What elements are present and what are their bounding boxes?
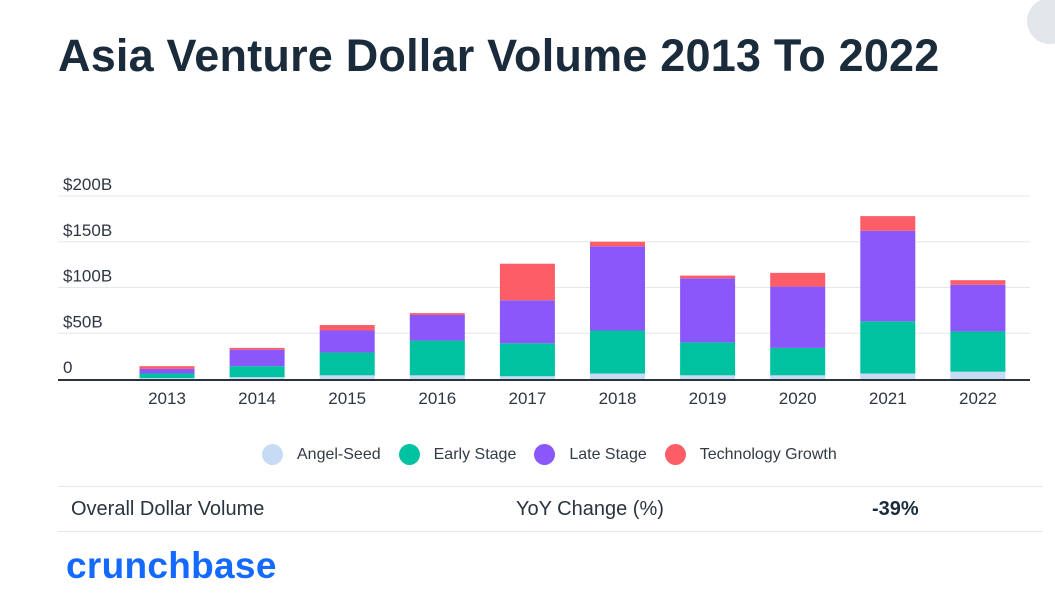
bar-segment-early-stage bbox=[680, 342, 736, 376]
y-tick-label: $50B bbox=[63, 312, 103, 331]
legend-label: Angel-Seed bbox=[297, 445, 381, 463]
bar-segment-technology-growth bbox=[680, 275, 736, 279]
summary-row: Overall Dollar Volume YoY Change (%) -39… bbox=[58, 486, 1043, 532]
bar-segment-early-stage bbox=[319, 352, 375, 376]
bar-segment-angel-seed bbox=[590, 373, 645, 379]
bar-segment-early-stage bbox=[590, 330, 645, 374]
bar-segment-early-stage bbox=[409, 340, 465, 376]
chart-title: Asia Venture Dollar Volume 2013 To 2022 bbox=[58, 30, 940, 81]
legend-item: Angel-Seed bbox=[262, 444, 381, 465]
y-tick-label: 0 bbox=[63, 358, 72, 377]
bar-segment-technology-growth bbox=[139, 366, 195, 369]
bar-segment-angel-seed bbox=[950, 371, 1006, 379]
bar-segment-late-stage bbox=[770, 286, 826, 348]
legend-item: Early Stage bbox=[398, 444, 517, 465]
bar-segment-angel-seed bbox=[139, 378, 195, 379]
x-tick-label: 2018 bbox=[599, 389, 637, 408]
y-tick-label: $150B bbox=[63, 221, 112, 240]
bar-segment-early-stage bbox=[950, 331, 1006, 372]
chart-legend: Angel-Seed Early Stage Late Stage Technolog… bbox=[262, 444, 855, 465]
chart-canvas: 0 $50B $100B $150B $200B 2013 2014 2015 2016 2017… bbox=[58, 175, 1030, 408]
bar-segment-late-stage bbox=[409, 314, 465, 341]
x-tick-label: 2020 bbox=[779, 389, 817, 408]
bar-segment-angel-seed bbox=[499, 376, 555, 379]
bar-segment-late-stage bbox=[319, 330, 375, 353]
bar-segment-early-stage bbox=[139, 373, 195, 379]
x-tick-label: 2021 bbox=[869, 389, 907, 408]
bar-segment-technology-growth bbox=[590, 241, 645, 247]
y-tick-label: $100B bbox=[63, 267, 112, 286]
x-tick-label: 2017 bbox=[508, 389, 546, 408]
bar-segment-late-stage bbox=[229, 349, 285, 367]
bar-segment-late-stage bbox=[499, 300, 555, 344]
crunchbase-logo: crunchbase bbox=[66, 545, 277, 586]
summary-label: Overall Dollar Volume bbox=[71, 498, 265, 520]
bar-segment-angel-seed bbox=[229, 377, 285, 379]
bar-segment-early-stage bbox=[499, 343, 555, 377]
x-tick-label: 2014 bbox=[238, 389, 276, 408]
legend-label: Late Stage bbox=[569, 445, 647, 463]
bar-segment-early-stage bbox=[860, 321, 916, 374]
bar-segment-late-stage bbox=[950, 284, 1006, 332]
bar-segment-early-stage bbox=[770, 347, 826, 376]
x-tick-label: 2022 bbox=[959, 389, 997, 408]
legend-swatch bbox=[262, 444, 283, 465]
bar-segment-technology-growth bbox=[950, 280, 1006, 285]
bar-segment-late-stage bbox=[590, 246, 645, 331]
bar-segment-angel-seed bbox=[860, 373, 916, 379]
summary-value: -39% bbox=[872, 498, 919, 520]
legend-swatch bbox=[398, 444, 420, 465]
bar-segment-late-stage bbox=[860, 230, 916, 322]
x-tick-label: 2016 bbox=[418, 389, 456, 408]
bar-segment-angel-seed bbox=[409, 375, 465, 379]
bar-segment-technology-growth bbox=[860, 216, 916, 231]
legend-item: Late Stage bbox=[534, 444, 647, 465]
bar-segment-early-stage bbox=[229, 366, 285, 378]
bar-segment-technology-growth bbox=[499, 263, 555, 301]
bar-segment-technology-growth bbox=[319, 325, 375, 331]
legend-label: Early Stage bbox=[433, 445, 517, 463]
legend-label: Technology Growth bbox=[699, 445, 837, 463]
bar-segment-late-stage bbox=[139, 368, 195, 374]
x-tick-label: 2015 bbox=[328, 389, 366, 408]
bar-segment-late-stage bbox=[680, 278, 736, 343]
x-tick-label: 2019 bbox=[689, 389, 727, 408]
legend-item: Technology Growth bbox=[664, 444, 837, 465]
bar-segment-angel-seed bbox=[680, 375, 736, 379]
bar-segment-technology-growth bbox=[770, 272, 826, 287]
legend-swatch bbox=[664, 444, 686, 465]
bar-segment-angel-seed bbox=[319, 375, 375, 379]
summary-metric: YoY Change (%) bbox=[516, 498, 664, 520]
bar-segment-angel-seed bbox=[770, 375, 826, 379]
legend-swatch bbox=[534, 444, 556, 465]
bar-segment-technology-growth bbox=[409, 313, 465, 315]
y-tick-label: $200B bbox=[63, 175, 112, 194]
x-tick-label: 2013 bbox=[148, 389, 186, 408]
bar-segment-technology-growth bbox=[229, 347, 285, 350]
